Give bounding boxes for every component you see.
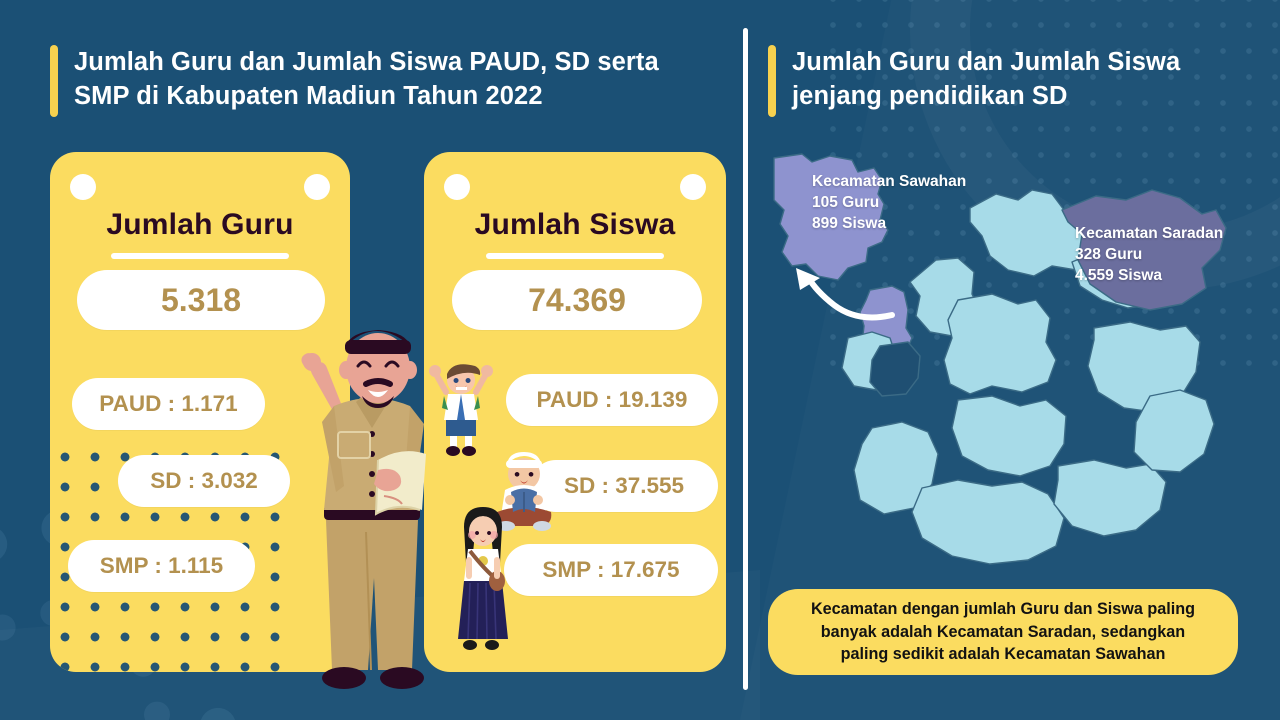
siswa-sd-value: SD : 37.555 [530, 460, 718, 512]
card-title-underline [486, 253, 664, 259]
heading-accent-bar [768, 45, 776, 117]
siswa-paud-value: PAUD : 19.139 [506, 374, 718, 426]
right-section-heading: Jumlah Guru dan Jumlah Siswa jenjang pen… [768, 45, 1238, 117]
map-region-south [911, 479, 1065, 565]
guru-smp-value: SMP : 1.115 [68, 540, 255, 592]
card-title-guru: Jumlah Guru [106, 208, 294, 241]
total-guru-value: 5.318 [77, 270, 325, 330]
card-title-siswa: Jumlah Siswa [474, 208, 676, 241]
teacher-illustration [301, 330, 426, 689]
vertical-divider [743, 28, 748, 690]
reading-child-illustration [496, 452, 552, 531]
map-region-west-dark [869, 341, 921, 397]
map-region-sawahan-inset [773, 153, 889, 281]
punch-hole-icon [304, 174, 330, 200]
punch-hole-icon [444, 174, 470, 200]
guru-sd-value: SD : 3.032 [118, 455, 290, 507]
left-section-heading: Jumlah Guru dan Jumlah Siswa PAUD, SD se… [50, 45, 710, 117]
map-region-center [943, 293, 1057, 395]
map-region-east-lower [1133, 389, 1215, 473]
heading-accent-bar [50, 45, 58, 117]
card-jumlah-guru: Jumlah Guru 5.318 PAUD : 1.171 SD : 3.03… [50, 152, 350, 672]
cheering-boy-illustration [429, 364, 493, 456]
card-jumlah-siswa: Jumlah Siswa 74.369 PAUD : 19.139 SD : 3… [424, 152, 726, 672]
map-region-saradan [1061, 189, 1227, 311]
map-note-sawahan: Kecamatan Sawahan 105 Guru 899 Siswa [812, 173, 967, 232]
right-heading-text: Jumlah Guru dan Jumlah Siswa jenjang pen… [792, 48, 1181, 111]
total-siswa-value: 74.369 [452, 270, 702, 330]
summary-caption-text: Kecamatan dengan jumlah Guru dan Siswa p… [810, 600, 1196, 664]
kabupaten-madiun-map [773, 153, 1227, 565]
siswa-smp-value: SMP : 17.675 [504, 544, 718, 596]
guru-paud-value: PAUD : 1.171 [72, 378, 265, 430]
summary-caption-box: Kecamatan dengan jumlah Guru dan Siswa p… [768, 589, 1238, 675]
map-pointer-arrow [805, 274, 895, 321]
punch-hole-icon [70, 174, 96, 200]
card-title-underline [111, 253, 289, 259]
map-note-saradan: Kecamatan Saradan 328 Guru 4.559 Siswa [1075, 225, 1224, 284]
map-region-southcenter [951, 395, 1067, 477]
punch-hole-icon [680, 174, 706, 200]
schoolgirl-illustration [458, 507, 508, 650]
map-pointer-arrowhead [796, 268, 820, 290]
map-region-southeast [1053, 459, 1167, 537]
left-heading-text: Jumlah Guru dan Jumlah Siswa PAUD, SD se… [74, 48, 659, 111]
